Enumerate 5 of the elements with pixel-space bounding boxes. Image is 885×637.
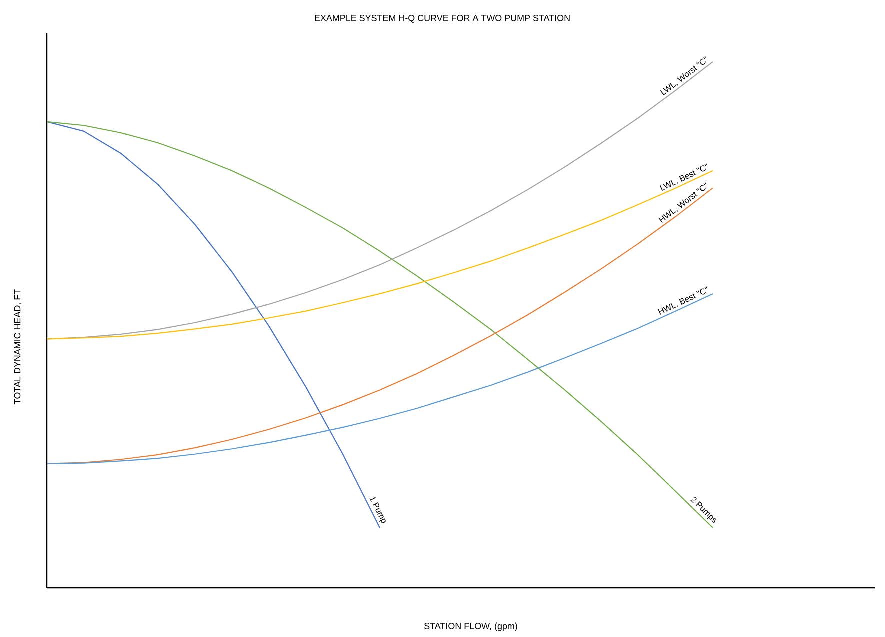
chart-title: EXAMPLE SYSTEM H-Q CURVE FOR A TWO PUMP STATION [315,15,570,23]
text: HWL, Best "C" [658,286,708,315]
y-axis-title: TOTAL DYNAMIC HEAD, FT [14,290,22,404]
text: 1 Pump [370,496,386,524]
x-axis-title: STATION FLOW, (gpm) [424,622,518,632]
